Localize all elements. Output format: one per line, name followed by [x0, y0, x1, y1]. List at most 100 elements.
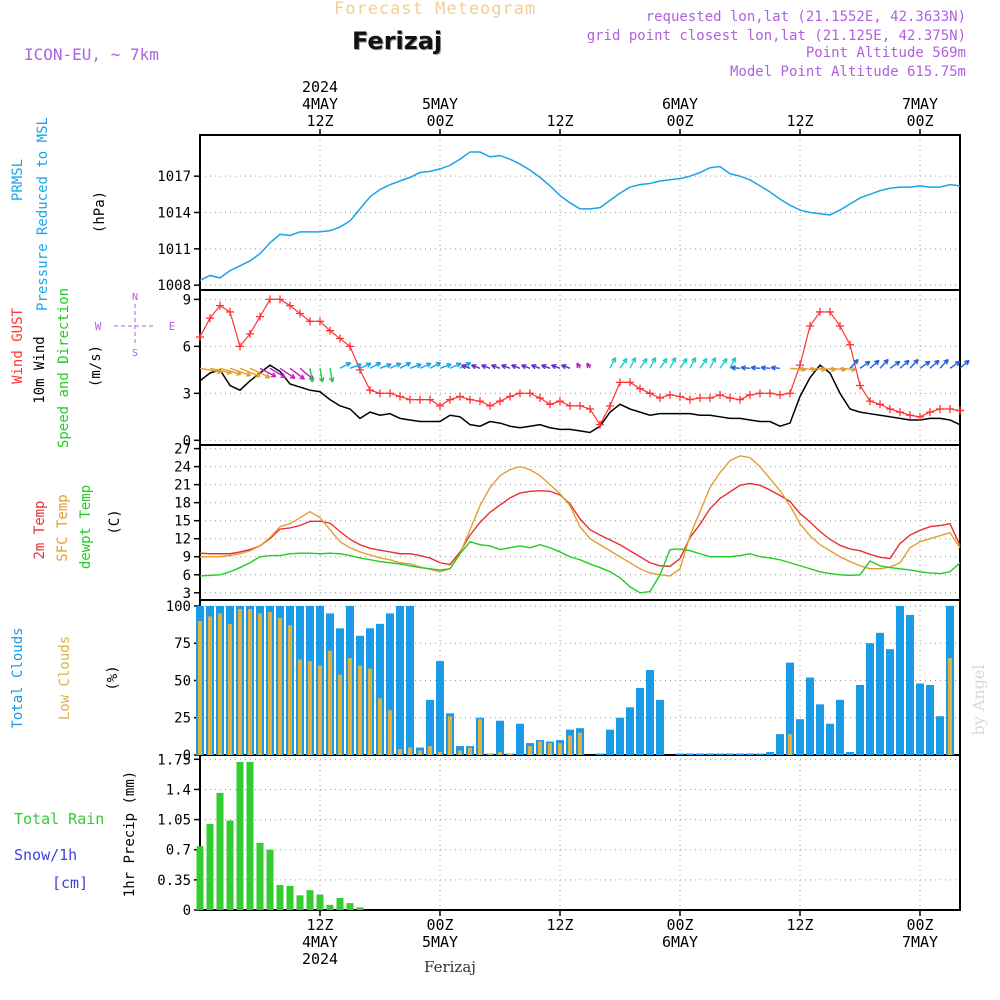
- total-cloud-bar: [626, 707, 634, 755]
- wind-gust-point: [746, 390, 754, 399]
- wind-gust-point: [356, 365, 364, 374]
- low-cloud-bar: [388, 710, 392, 755]
- wind-gust-point: [196, 332, 204, 341]
- low-cloud-bar: [368, 668, 372, 755]
- time-label-bottom: 2024: [302, 950, 338, 968]
- wind-direction-arrow: [750, 365, 761, 371]
- wind-direction-arrow: [439, 362, 452, 369]
- wind-direction-arrow: [699, 357, 708, 369]
- time-label-bottom: 12Z: [546, 916, 573, 934]
- wind-gust-point: [516, 389, 524, 398]
- wind-direction-arrow: [919, 360, 931, 369]
- top-title: Forecast Meteogram: [334, 0, 537, 19]
- wind-gust-point: [286, 301, 294, 310]
- wind-gust-point: [656, 394, 664, 403]
- precip-bar: [356, 907, 364, 910]
- total-cloud-bar: [836, 699, 844, 755]
- wind-direction-arrow: [359, 362, 372, 369]
- total-cloud-bar: [736, 753, 744, 755]
- ytick-label-clouds: 25: [174, 711, 191, 727]
- wind-direction-arrow: [889, 360, 901, 369]
- total-cloud-bar: [886, 649, 894, 755]
- ytick-label-temperature: 24: [174, 460, 191, 476]
- wind-gust-point: [236, 342, 244, 351]
- wind-speed-line: [199, 364, 961, 434]
- total-cloud-bar: [406, 605, 414, 755]
- wind-gust-point: [306, 317, 314, 326]
- wind-direction-arrow: [939, 358, 949, 369]
- wind-gust-point: [916, 412, 924, 421]
- panel-frame-precipitation: [199, 754, 961, 911]
- low-cloud-bar: [488, 753, 492, 755]
- low-cloud-bar: [198, 620, 202, 755]
- ytick-label-wind: 9: [183, 292, 191, 308]
- wind-gust-point: [626, 378, 634, 387]
- wind-gust-point: [446, 395, 454, 404]
- wind-gust-point: [616, 378, 624, 387]
- precip-label-unit-cm: [cm]: [52, 874, 88, 892]
- wind-direction-arrow: [609, 357, 617, 369]
- wind-gust-point: [396, 392, 404, 401]
- low-cloud-bar: [528, 746, 532, 755]
- precip-label-rain: Total Rain: [14, 810, 104, 828]
- clouds-label-low: Low Clouds: [57, 636, 73, 720]
- ytick-label-precipitation: 1.4: [166, 782, 191, 798]
- wind-gust-point: [206, 314, 214, 323]
- total-cloud-bar: [686, 753, 694, 755]
- wind-direction-arrow: [349, 362, 362, 369]
- model-altitude: Model Point Altitude 615.75m: [729, 64, 966, 80]
- wind-direction-arrow: [859, 360, 871, 369]
- wind-direction-arrow: [729, 357, 737, 369]
- total-cloud-bar: [496, 720, 504, 755]
- wind-gust-point: [436, 401, 444, 410]
- time-label-top: 4MAY: [302, 95, 338, 113]
- temp-dewpt-line: [199, 540, 961, 594]
- temp-2m-line: [199, 482, 961, 568]
- low-cloud-bar: [948, 658, 952, 755]
- wind-gust-point: [466, 395, 474, 404]
- wind-direction-arrow: [419, 362, 432, 369]
- ytick-label-temperature: 18: [174, 496, 191, 512]
- compass-e: E: [169, 320, 176, 333]
- precip-bar: [266, 849, 274, 910]
- low-cloud-bar: [468, 747, 472, 755]
- low-cloud-bar: [398, 749, 402, 755]
- time-label-top: 00Z: [906, 112, 933, 130]
- ytick-label-precipitation: 1.05: [157, 813, 191, 829]
- wind-label-10m: 10m Wind: [32, 336, 48, 403]
- low-cloud-bar: [558, 743, 562, 755]
- wind-gust-point: [776, 390, 784, 399]
- wind-direction-arrow: [229, 367, 252, 377]
- wind-gust-point: [386, 389, 394, 398]
- precip-bar: [346, 903, 354, 910]
- clouds-label-total: Total Clouds: [10, 627, 26, 728]
- wind-direction-arrow: [709, 357, 717, 369]
- wind-direction-arrow: [279, 367, 296, 380]
- low-cloud-bar: [788, 734, 792, 755]
- wind-gust-point: [426, 395, 434, 404]
- wind-direction-arrow: [839, 366, 857, 373]
- wind-direction-arrow: [501, 364, 511, 370]
- clouds-unit: (%): [105, 665, 121, 690]
- time-label-top: 12Z: [786, 112, 813, 130]
- ytick-label-clouds: 100: [166, 599, 191, 615]
- wind-gust-point: [246, 329, 254, 338]
- wind-direction-arrow: [541, 364, 551, 370]
- wind-direction-arrow: [949, 360, 961, 369]
- wind-gust-point: [526, 389, 534, 398]
- wind-direction-arrow: [869, 359, 880, 369]
- precip-bar: [326, 904, 334, 910]
- wind-gust-point: [676, 392, 684, 401]
- wind-gust-point: [886, 404, 894, 413]
- total-cloud-bar: [916, 683, 924, 755]
- wind-direction-arrow: [879, 358, 889, 369]
- wind-gust-point: [686, 395, 694, 404]
- precip-ylabel: 1hr Precip (mm): [122, 771, 138, 897]
- wind-gust-point: [766, 389, 774, 398]
- ytick-label-clouds: 50: [174, 673, 191, 689]
- precip-bar: [286, 885, 294, 910]
- wind-unit: (m/s): [88, 345, 104, 387]
- low-cloud-bar: [288, 625, 292, 755]
